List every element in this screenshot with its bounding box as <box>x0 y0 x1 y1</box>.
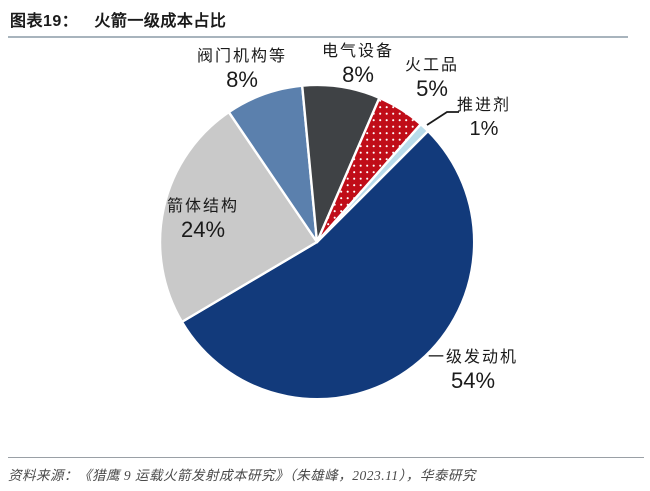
source-note: 资料来源：《猎鹰 9 运载火箭发射成本研究》（朱雄峰，2023.11），华泰研究 <box>8 468 476 483</box>
figure-header: 图表19： 火箭一级成本占比 <box>10 7 226 31</box>
header-divider <box>8 36 628 38</box>
body-structure-pct: 24% <box>180 217 226 242</box>
label-pyrotechnics: 火工品 5% <box>405 56 459 102</box>
pie-slice-first-stage-engine <box>180 129 476 401</box>
label-valve-mechanism: 阀门机构等 8% <box>197 47 287 93</box>
first-stage-engine-name: 一级发动机 <box>427 349 519 366</box>
label-electrical-equip: 电气设备 8% <box>322 42 394 88</box>
pyrotechnics-pct: 5% <box>416 76 448 101</box>
label-propellant: 推进剂 1% <box>457 96 511 142</box>
propellant-name: 推进剂 <box>456 97 512 114</box>
electrical-equip-pct: 8% <box>342 62 374 87</box>
propellant-callout-line <box>426 111 459 126</box>
valve-mechanism-pct: 8% <box>226 67 258 92</box>
valve-mechanism-name: 阀门机构等 <box>196 48 288 65</box>
pie-slice-propellant <box>315 123 430 244</box>
body-structure-name: 箭体结构 <box>166 198 240 215</box>
label-body-structure: 箭体结构 24% <box>167 197 239 243</box>
electrical-equip-name: 电气设备 <box>321 43 395 60</box>
label-first-stage-engine: 一级发动机 54% <box>428 348 518 394</box>
propellant-pct: 1% <box>469 118 499 140</box>
pyrotechnics-name: 火工品 <box>404 57 460 74</box>
figure-number: 图表19： <box>10 13 79 30</box>
pie-slice-body-structure <box>158 110 319 324</box>
first-stage-engine-pct: 54% <box>450 368 496 393</box>
figure-title: 火箭一级成本占比 <box>94 13 227 30</box>
footer-divider <box>8 457 644 458</box>
